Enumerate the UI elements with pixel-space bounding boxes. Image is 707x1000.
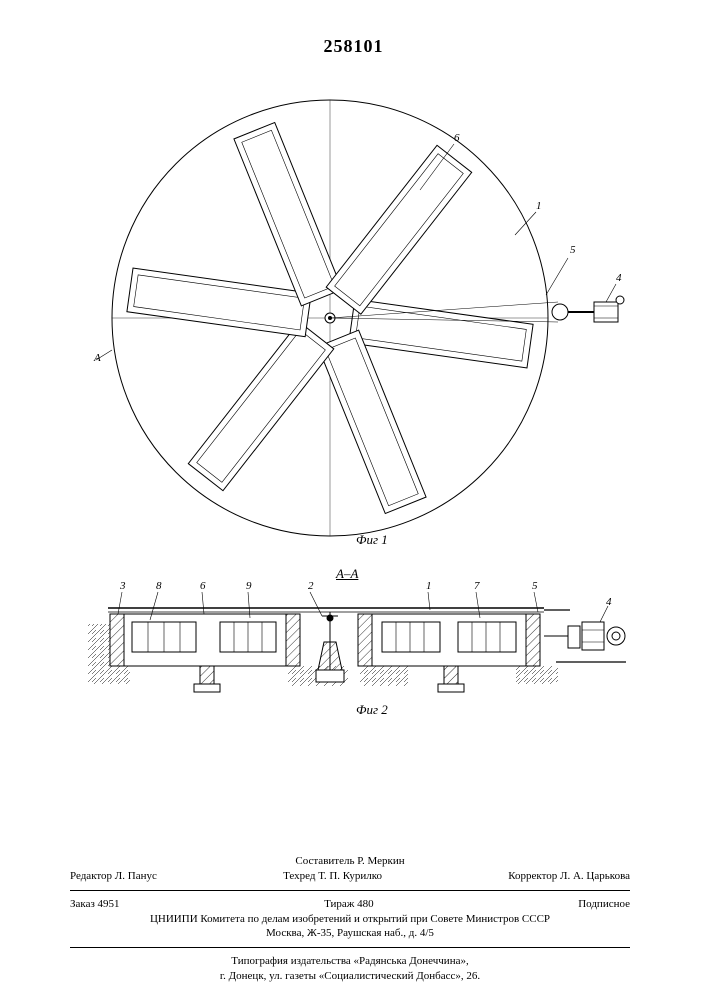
figures-area: 6 1 5 4 А Фиг 1 А–А (60, 70, 650, 790)
callout-6: 6 (454, 132, 460, 144)
f2-c3: 3 (120, 580, 126, 592)
techred: Техред Т. П. Курилко (283, 869, 382, 884)
editor: Редактор Л. Панус (70, 869, 157, 884)
f2-c1: 1 (426, 580, 432, 592)
fig2-label: Фиг 2 (356, 702, 388, 718)
callout-A: А (94, 352, 101, 364)
f2-c8: 8 (156, 580, 162, 592)
f2-c7: 7 (474, 580, 480, 592)
callout-5: 5 (570, 244, 576, 256)
f2-c9: 9 (246, 580, 252, 592)
f2-c4: 4 (606, 596, 612, 608)
typo2: г. Донецк, ул. газеты «Социалистический … (70, 969, 630, 984)
fig1-svg (60, 70, 650, 570)
f2-c2: 2 (308, 580, 314, 592)
f2-c6: 6 (200, 580, 206, 592)
order-no: Заказ 4951 (70, 897, 120, 912)
fig1-label: Фиг 1 (356, 532, 388, 548)
compiler: Составитель Р. Меркин (70, 854, 630, 869)
tirazh: Тираж 480 (324, 897, 374, 912)
callout-4: 4 (616, 272, 622, 284)
f2-c5: 5 (532, 580, 538, 592)
corrector: Корректор Л. А. Царькова (508, 869, 630, 884)
callout-1: 1 (536, 200, 542, 212)
fig2-svg (60, 570, 650, 770)
org1: ЦНИИПИ Комитета по делам изобретений и о… (70, 912, 630, 927)
footer: Составитель Р. Меркин Редактор Л. Панус … (70, 854, 630, 984)
typo1: Типография издательства «Радянська Донеч… (70, 954, 630, 969)
org2: Москва, Ж-35, Раушская наб., д. 4/5 (70, 926, 630, 941)
podpisnoe: Подписное (578, 897, 630, 912)
patent-number: 258101 (0, 36, 707, 57)
patent-page: 258101 (0, 0, 707, 1000)
